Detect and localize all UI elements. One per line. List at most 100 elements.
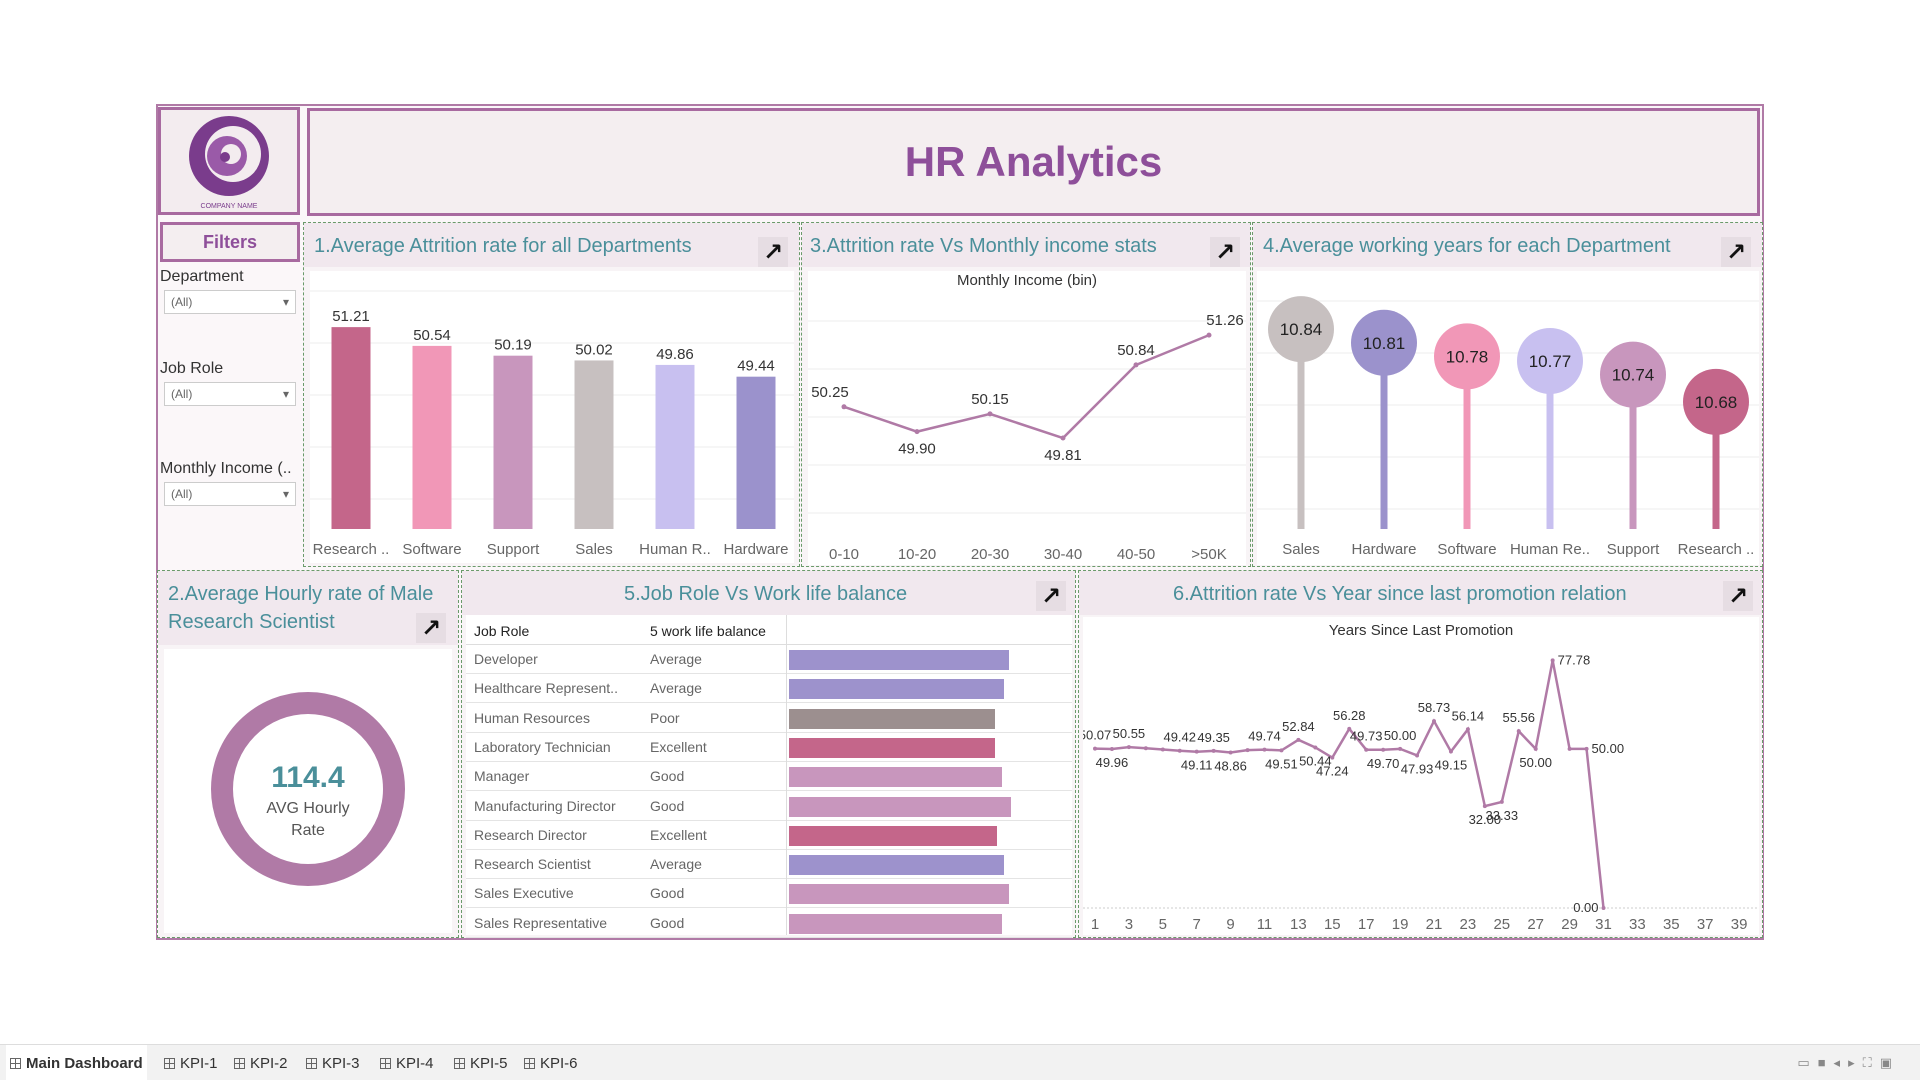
data-point[interactable]: [1262, 747, 1267, 752]
data-point[interactable]: [1499, 799, 1504, 804]
data-point[interactable]: [1245, 748, 1250, 753]
data-point[interactable]: [1228, 750, 1233, 755]
point-value-label: 49.42: [1163, 730, 1196, 745]
sheet-tab[interactable]: KPI-5: [450, 1045, 512, 1081]
data-point[interactable]: [1160, 747, 1165, 752]
chevron-down-icon: ▾: [282, 387, 289, 401]
balance-bar[interactable]: [789, 884, 1009, 905]
sheet-tab[interactable]: KPI-2: [230, 1045, 292, 1081]
point-value-label: 50.00: [1519, 755, 1552, 770]
data-point[interactable]: [1448, 749, 1453, 754]
data-point[interactable]: [1533, 746, 1538, 751]
data-point[interactable]: [987, 411, 993, 417]
filter-label-monthly-income: Monthly Income (..: [160, 460, 292, 477]
data-point[interactable]: [1415, 753, 1420, 758]
data-point[interactable]: [1211, 748, 1216, 753]
data-point[interactable]: [1432, 719, 1436, 724]
x-tick-label: 21: [1426, 916, 1443, 933]
lollipop-head[interactable]: [1683, 368, 1749, 435]
data-point[interactable]: [1398, 746, 1403, 751]
data-point[interactable]: [1550, 658, 1555, 663]
panel-header: [158, 571, 458, 645]
balance-bar[interactable]: [789, 855, 1005, 876]
grid-icon: [454, 1057, 465, 1069]
bar[interactable]: [574, 360, 614, 529]
point-value-label: 50.00: [1384, 728, 1417, 743]
data-point[interactable]: [1347, 726, 1352, 731]
sheet-tab[interactable]: KPI-4: [376, 1045, 438, 1081]
table-row[interactable]: Laboratory Technician Excellent: [466, 733, 1072, 762]
table-row[interactable]: Research Scientist Average: [466, 850, 1072, 880]
data-point[interactable]: [1567, 746, 1572, 751]
data-point[interactable]: [914, 429, 920, 435]
data-point[interactable]: [1482, 804, 1487, 809]
balance-bar[interactable]: [789, 796, 1012, 817]
bar[interactable]: [736, 376, 776, 529]
balance-bar[interactable]: [789, 679, 1005, 700]
data-point[interactable]: [1133, 362, 1139, 368]
panel-title: 6.Attrition rate Vs Year since last prom…: [1173, 583, 1627, 605]
bar[interactable]: [331, 327, 371, 529]
lollipop-stem: [1463, 356, 1471, 529]
expand-arrow-icon[interactable]: ↗: [1210, 237, 1240, 267]
lollipop-head[interactable]: [1517, 327, 1583, 394]
filter-monthly-income-select[interactable]: (All) ▾: [164, 482, 296, 506]
lollipop-head[interactable]: [1351, 309, 1417, 376]
balance-bar[interactable]: [789, 767, 1002, 788]
lollipop-head[interactable]: [1600, 341, 1666, 408]
balance-bar[interactable]: [789, 913, 1002, 934]
sheet-tab[interactable]: Main Dashboard: [6, 1045, 147, 1081]
sheet-tab[interactable]: KPI-1: [160, 1045, 222, 1081]
point-value-label: 32.00: [1469, 812, 1502, 827]
table-row[interactable]: Sales Representative Good: [466, 909, 1072, 938]
table-row[interactable]: Human Resources Poor: [466, 704, 1072, 733]
sheet-tab[interactable]: KPI-3: [302, 1045, 364, 1081]
bar[interactable]: [412, 345, 452, 529]
data-point[interactable]: [1093, 746, 1097, 751]
balance-bar[interactable]: [789, 737, 995, 758]
expand-arrow-icon[interactable]: ↗: [758, 237, 788, 267]
expand-arrow-icon[interactable]: ↗: [416, 613, 446, 643]
data-point[interactable]: [1143, 746, 1148, 751]
lollipop-head[interactable]: [1434, 323, 1500, 390]
data-point[interactable]: [1381, 747, 1386, 752]
data-point[interactable]: [1060, 435, 1066, 441]
data-point[interactable]: [841, 404, 847, 410]
data-point[interactable]: [1330, 755, 1335, 760]
expand-arrow-icon[interactable]: ↗: [1723, 581, 1753, 611]
data-point[interactable]: [1206, 332, 1212, 338]
category-label: Support: [487, 541, 540, 558]
bar[interactable]: [655, 364, 695, 529]
balance-bar[interactable]: [789, 825, 998, 846]
table-row[interactable]: Healthcare Represent.. Average: [466, 674, 1072, 704]
sheet-tab[interactable]: KPI-6: [520, 1045, 582, 1081]
data-point[interactable]: [1177, 748, 1182, 753]
lollipop-head[interactable]: [1268, 296, 1334, 363]
data-point[interactable]: [1584, 746, 1589, 751]
data-point[interactable]: [1296, 737, 1301, 742]
view-controls[interactable]: ▭■◂▸⛶▣: [1797, 1055, 1900, 1070]
table-row[interactable]: Sales Executive Good: [466, 879, 1072, 909]
filter-department-select[interactable]: (All) ▾: [164, 290, 296, 314]
filter-job-role-select[interactable]: (All) ▾: [164, 382, 296, 406]
balance-bar[interactable]: [789, 650, 1009, 670]
expand-arrow-icon[interactable]: ↗: [1036, 581, 1066, 611]
expand-arrow-icon[interactable]: ↗: [1721, 237, 1751, 267]
data-point[interactable]: [1126, 745, 1131, 750]
balance-bar[interactable]: [789, 708, 995, 729]
data-point[interactable]: [1279, 748, 1284, 753]
data-point[interactable]: [1364, 747, 1369, 752]
panel-header: [1253, 223, 1762, 267]
table-row[interactable]: Developer Average: [466, 645, 1072, 674]
data-point[interactable]: [1109, 746, 1114, 751]
data-point[interactable]: [1194, 749, 1199, 754]
data-point[interactable]: [1601, 906, 1606, 910]
bar[interactable]: [493, 355, 533, 529]
point-value-label: 47.24: [1316, 764, 1349, 779]
data-point[interactable]: [1465, 727, 1470, 732]
data-point[interactable]: [1313, 745, 1318, 750]
table-row[interactable]: Manufacturing Director Good: [466, 792, 1072, 821]
table-row[interactable]: Research Director Excellent: [466, 821, 1072, 850]
table-row[interactable]: Manager Good: [466, 762, 1072, 792]
data-point[interactable]: [1516, 729, 1521, 734]
